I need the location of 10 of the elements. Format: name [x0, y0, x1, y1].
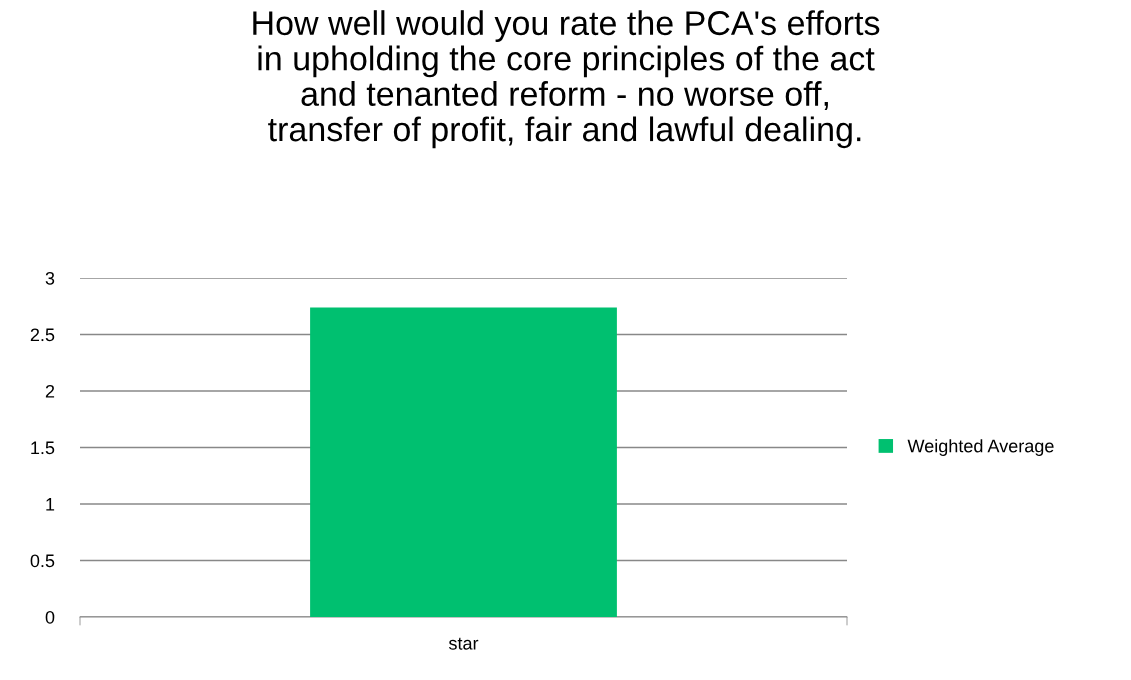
y-tick-label: 1 [46, 498, 55, 511]
y-tick-label: 1.5 [31, 441, 55, 455]
y-tick-label: 0.5 [30, 554, 55, 568]
y-tick-label: 3 [45, 271, 55, 285]
legend-label: Weighted Average [907, 439, 1054, 456]
y-tick-label: 2 [45, 384, 55, 398]
x-tick-label: star [448, 637, 479, 650]
y-tick-label: 0 [45, 610, 55, 624]
y-tick-label: 2.5 [30, 328, 55, 342]
chart-title: How well would you rate the PCA's efforts in upholding the core principles of the act and tenanted reform - no worse off, transfer of profit, fair and lawful dealing. [253, 10, 880, 149]
